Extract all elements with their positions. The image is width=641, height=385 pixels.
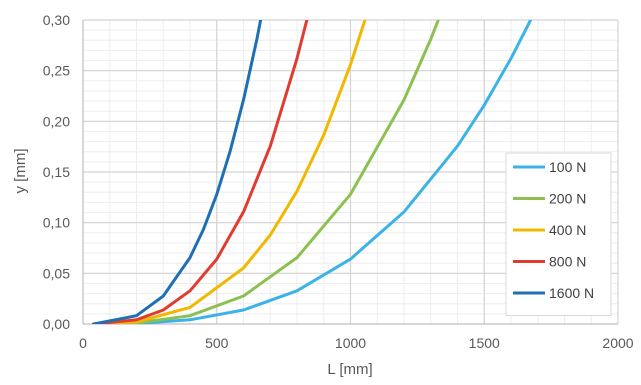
y-tick-label: 0,05 — [43, 265, 70, 281]
series-line-800n — [92, 20, 309, 324]
series-line-1600n — [92, 20, 263, 324]
legend-label: 1600 N — [549, 285, 594, 301]
legend: 100 N 200 N 400 N 800 N 1600 N — [505, 152, 612, 316]
y-tick-label: 0,10 — [43, 215, 70, 231]
y-tick-label: 0,15 — [43, 164, 70, 180]
legend-label: 400 N — [549, 222, 586, 238]
legend-label: 200 N — [549, 191, 586, 207]
series-line-200n — [92, 20, 440, 324]
x-axis-title: L [mm] — [327, 361, 372, 378]
series-lines — [92, 20, 533, 324]
y-tick-label: 0,20 — [43, 113, 70, 129]
x-tick-label: 2000 — [602, 335, 633, 351]
x-tick-labels: 0 500 1000 1500 2000 — [79, 335, 634, 351]
legend-box — [505, 152, 612, 316]
legend-label: 100 N — [549, 159, 586, 175]
y-tick-labels: 0,00 0,05 0,10 0,15 0,20 0,25 0,30 — [43, 12, 70, 332]
y-tick-label: 0,25 — [43, 63, 70, 79]
series-line-400n — [92, 20, 367, 324]
plot-area — [82, 20, 619, 325]
y-axis-title: y [mm] — [12, 149, 29, 194]
x-tick-label: 1000 — [335, 335, 366, 351]
x-tick-label: 1500 — [469, 335, 500, 351]
y-tick-label: 0,30 — [43, 12, 70, 28]
y-tick-label: 0,00 — [43, 316, 70, 332]
x-tick-label: 500 — [205, 335, 229, 351]
series-line-100n — [92, 20, 533, 324]
legend-label: 800 N — [549, 254, 586, 270]
x-tick-label: 0 — [79, 335, 87, 351]
